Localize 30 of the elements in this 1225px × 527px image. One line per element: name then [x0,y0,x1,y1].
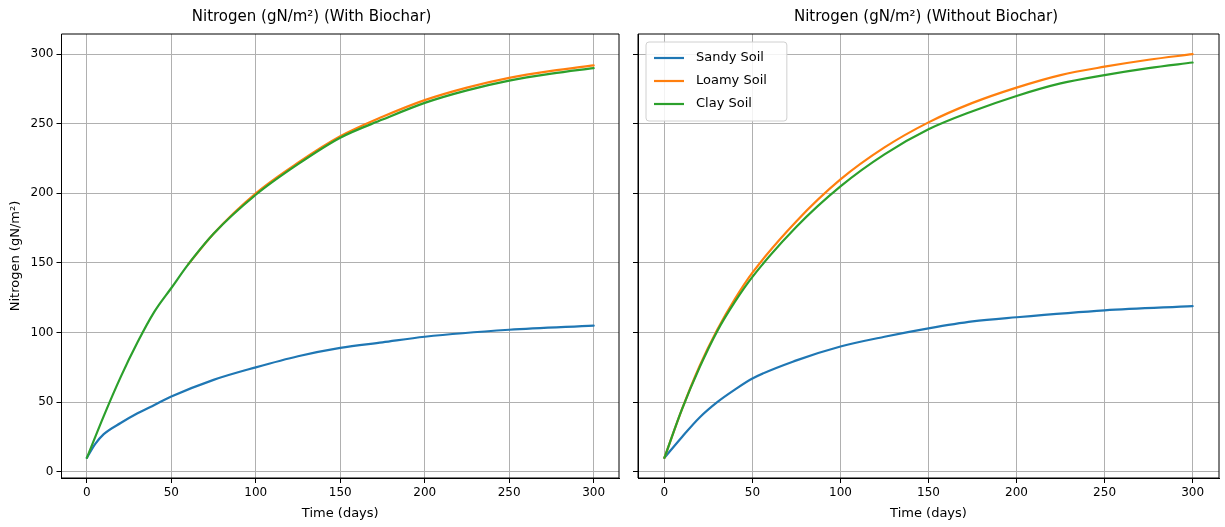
x-tick-label: 200 [1005,485,1028,500]
x-tick-label: 250 [1093,485,1117,500]
x-tick-label: 250 [497,485,521,500]
chart-title: Nitrogen (gN/m²) (With Biochar) [191,6,432,25]
y-tick-label: 250 [30,115,54,130]
x-tick-label: 100 [244,485,268,500]
chart-title: Nitrogen (gN/m²) (Without Biochar) [793,6,1059,25]
x-tick-label: 0 [83,485,91,500]
line-series [85,67,595,459]
x-axis-title: Time (days) [300,504,379,520]
legend-label: Loamy Soil [696,72,767,88]
y-tick-label: 100 [30,324,54,339]
x-tick-label: 50 [163,485,179,500]
y-tick-label: 50 [38,394,54,409]
x-tick-label: 150 [328,485,352,500]
y-axis-title: Nitrogen (gN/m²) [7,200,23,312]
y-tick-label: 200 [30,185,54,200]
x-tick-label: 200 [413,485,437,500]
x-tick-label: 300 [582,485,606,500]
legend-label: Clay Soil [696,95,752,111]
x-tick-label: 0 [660,485,669,500]
y-tick-label: 0 [45,463,54,478]
legend-label: Sandy Soil [696,49,764,65]
x-tick-label: 100 [829,485,852,500]
y-tick-label: 300 [30,46,54,61]
x-tick-label: 50 [744,485,761,500]
y-tick-label: 150 [30,255,54,270]
x-tick-label: 150 [917,485,940,500]
x-axis-title: Time (days) [889,504,967,520]
x-tick-label: 300 [1181,485,1205,500]
